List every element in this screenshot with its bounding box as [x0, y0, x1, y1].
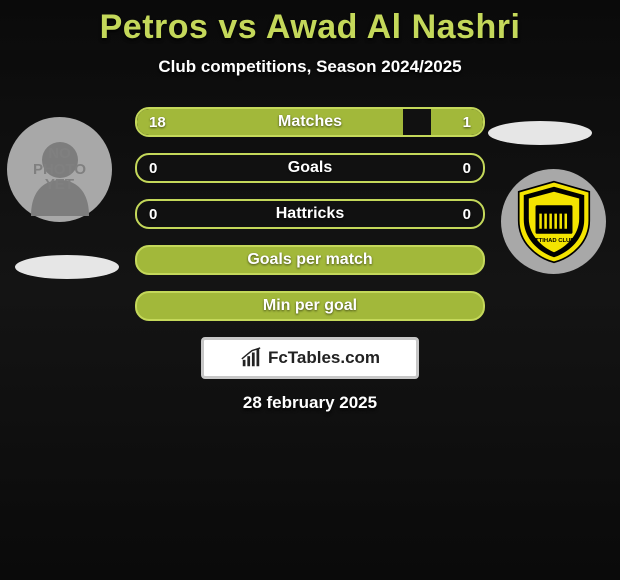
brand-text: FcTables.com [268, 348, 380, 368]
no-photo-label: NOPHOTOYET [33, 146, 86, 193]
stat-label: Min per goal [263, 297, 357, 315]
stat-row-matches: 18 1 Matches [135, 107, 485, 137]
stat-right-value: 0 [463, 160, 471, 177]
bar-fill-right [431, 109, 483, 135]
stat-left-value: 18 [149, 114, 166, 131]
stat-right-value: 1 [463, 114, 471, 131]
stat-row-min-per-goal: Min per goal [135, 291, 485, 321]
stat-left-value: 0 [149, 160, 157, 177]
comparison-content: NOPHOTOYET ITTIHAD CLUB 18 1 Matches 0 0 Goal… [0, 107, 620, 321]
date-label: 28 february 2025 [0, 393, 620, 413]
stat-left-value: 0 [149, 206, 157, 223]
svg-text:ITTIHAD CLUB: ITTIHAD CLUB [533, 238, 574, 244]
page-title: Petros vs Awad Al Nashri [0, 0, 620, 47]
subtitle: Club competitions, Season 2024/2025 [0, 57, 620, 77]
bar-fill-left [137, 109, 403, 135]
stat-label: Matches [278, 113, 342, 131]
stat-row-goals-per-match: Goals per match [135, 245, 485, 275]
stat-label: Goals [288, 159, 332, 177]
stat-right-value: 0 [463, 206, 471, 223]
player-left-flag [15, 255, 119, 279]
brand-box: FcTables.com [201, 337, 419, 379]
stat-row-hattricks: 0 0 Hattricks [135, 199, 485, 229]
stat-label: Goals per match [247, 251, 372, 269]
player-right-avatar: ITTIHAD CLUB [501, 169, 606, 274]
player-right-flag [488, 121, 592, 145]
stat-row-goals: 0 0 Goals [135, 153, 485, 183]
player-left-avatar: NOPHOTOYET [7, 117, 112, 222]
stat-label: Hattricks [276, 205, 344, 223]
comparison-bars: 18 1 Matches 0 0 Goals 0 0 Hattricks Goals per ma… [135, 107, 485, 321]
ittihad-badge-icon: ITTIHAD CLUB [512, 180, 596, 264]
chart-icon [240, 347, 262, 369]
